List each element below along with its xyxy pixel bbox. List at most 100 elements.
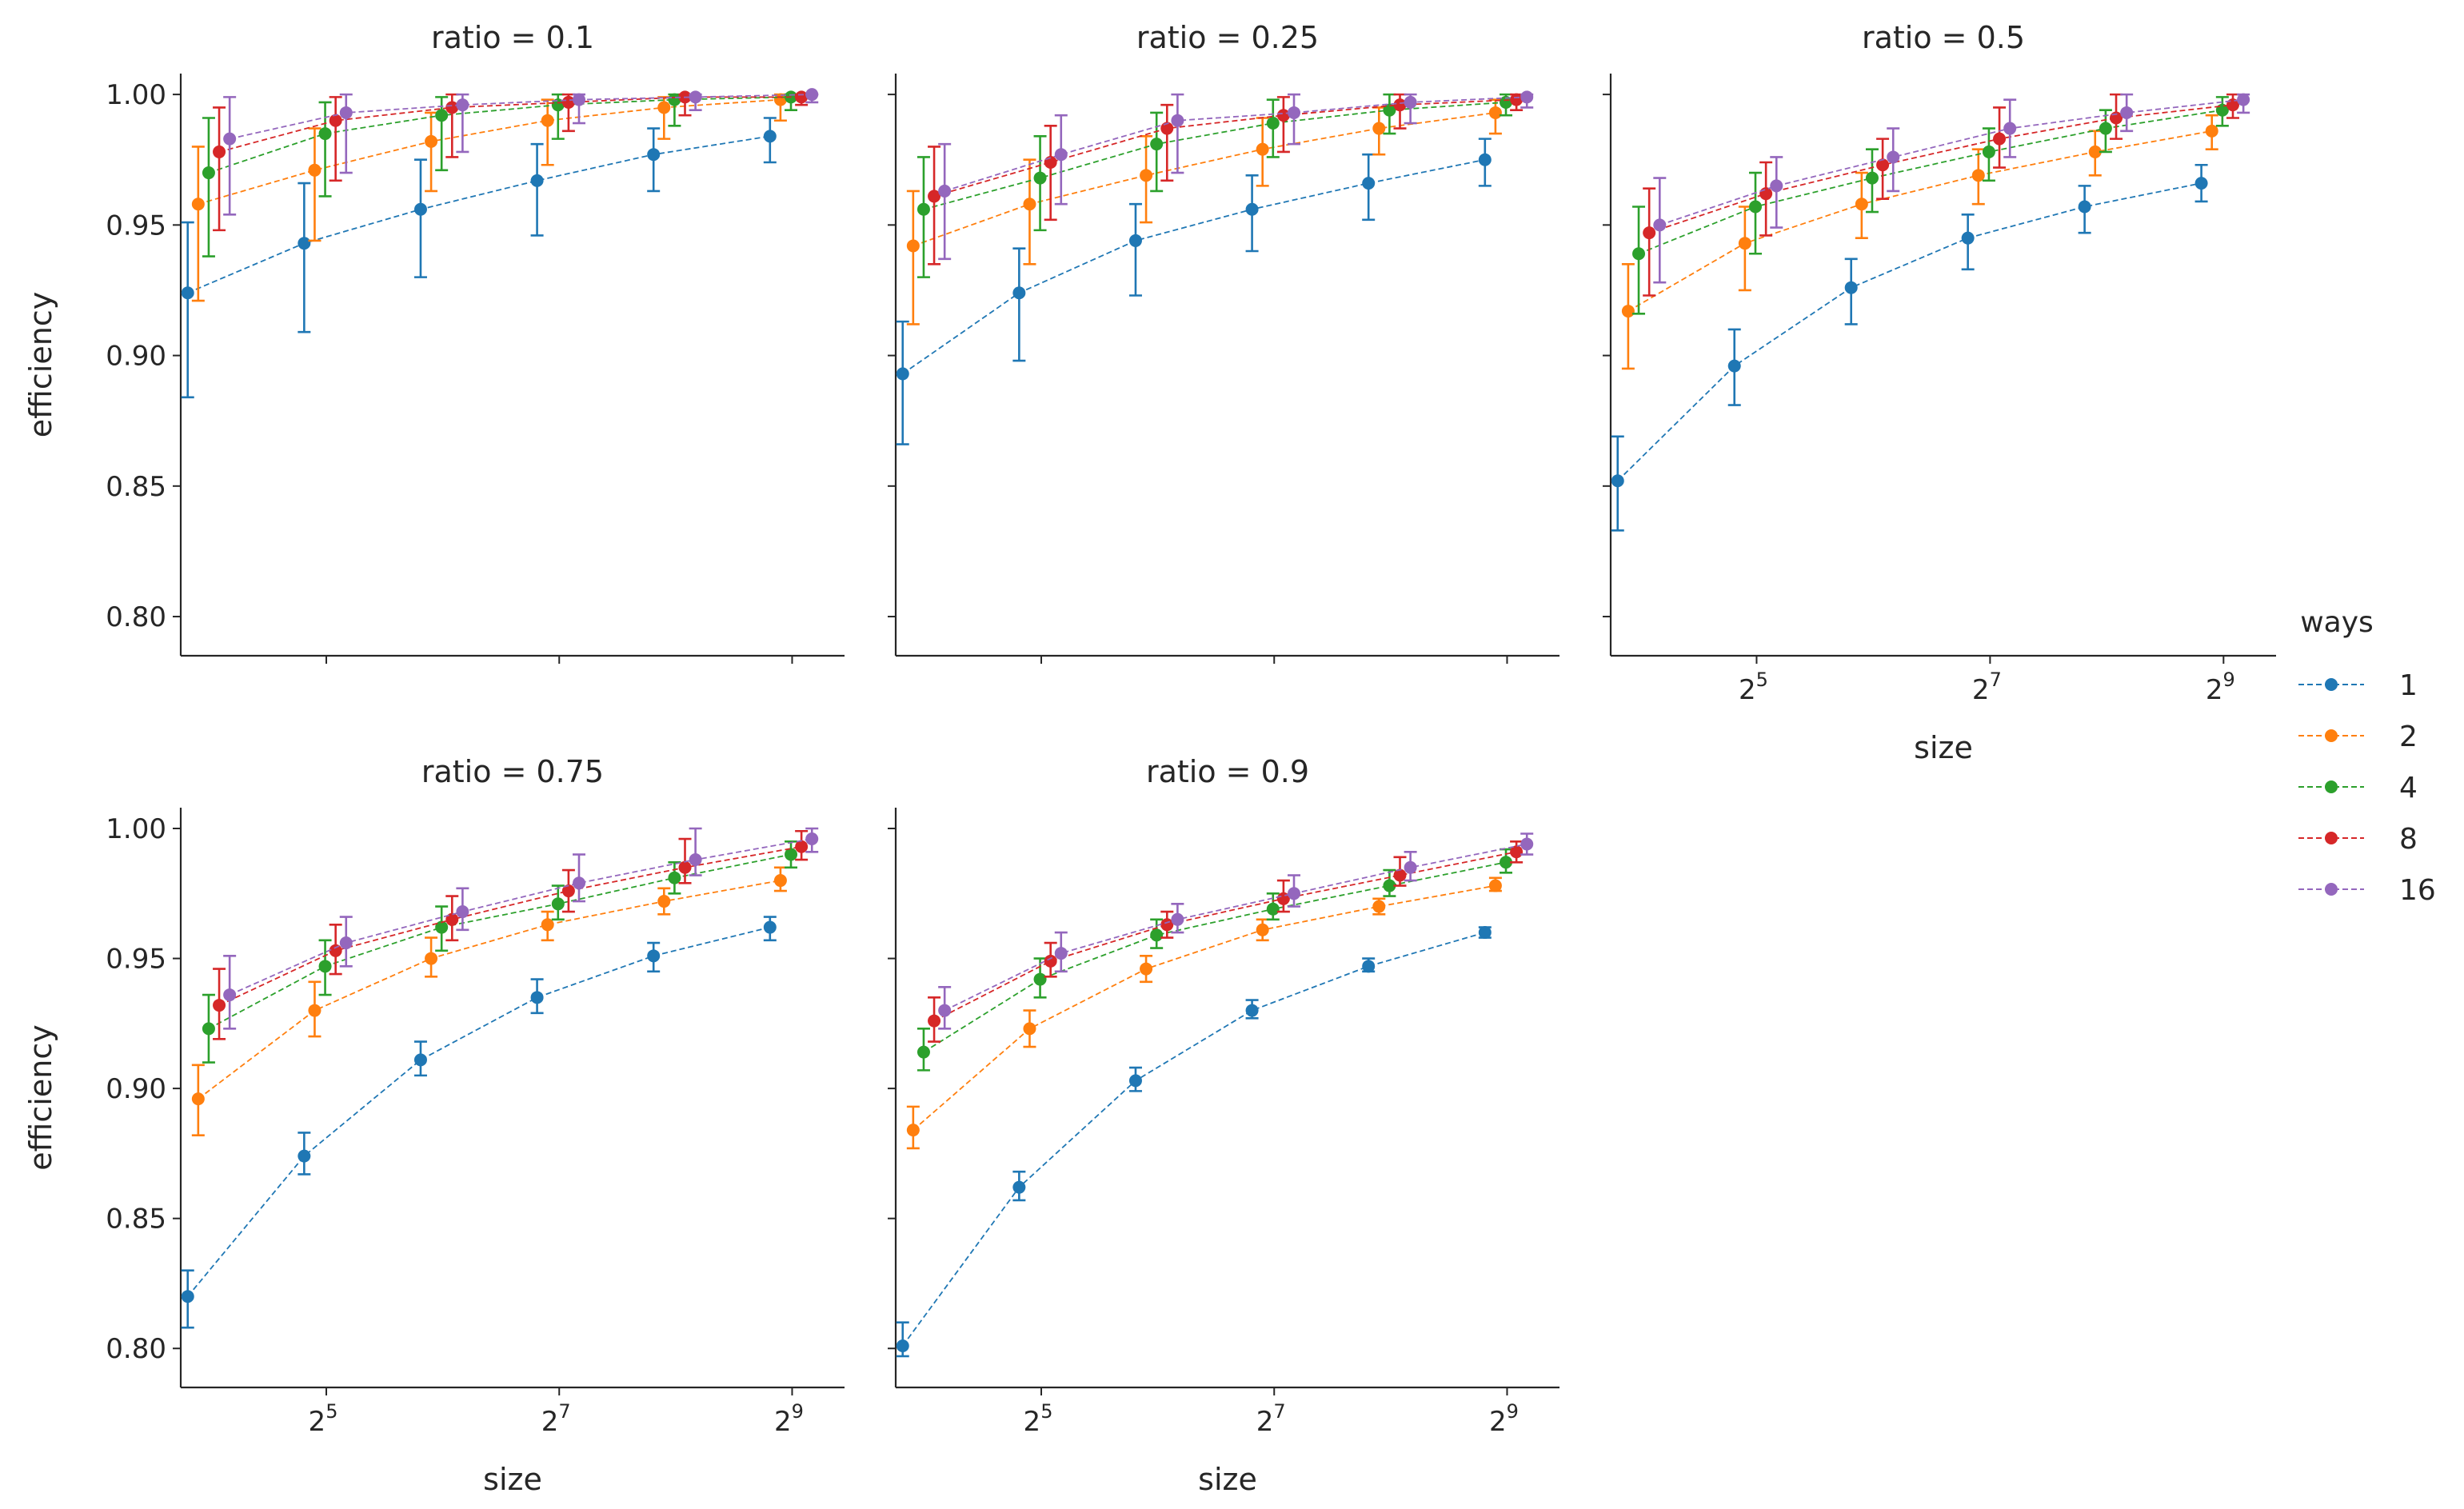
- data-point: [202, 1022, 215, 1036]
- series-ways-2: [191, 93, 787, 302]
- data-point: [668, 93, 681, 106]
- series-line: [913, 112, 1496, 247]
- data-point: [561, 884, 575, 898]
- series-line: [218, 845, 802, 1006]
- data-point: [668, 871, 681, 884]
- data-point: [1033, 972, 1047, 986]
- legend-item-4: 4: [2298, 772, 2418, 804]
- data-point: [191, 198, 205, 211]
- data-point: [1054, 947, 1068, 960]
- series-line: [933, 98, 1517, 198]
- series-line: [1638, 109, 2222, 255]
- series-line: [1617, 182, 2202, 481]
- series-ways-1: [896, 926, 1492, 1358]
- series-ways-4: [202, 840, 798, 1064]
- legend-label: 16: [2399, 874, 2436, 907]
- data-point: [1500, 95, 1513, 109]
- data-point: [435, 920, 449, 934]
- series-line: [198, 880, 781, 1100]
- data-point: [1488, 106, 1502, 119]
- data-point: [689, 853, 702, 867]
- x-axis-label: size: [1914, 730, 1973, 765]
- data-point: [1288, 887, 1300, 900]
- y-tick-label: 0.95: [106, 210, 166, 242]
- data-point: [647, 949, 661, 963]
- data-point: [1044, 954, 1057, 968]
- series-line: [923, 102, 1507, 210]
- x-tick-label: 27: [1256, 1400, 1286, 1438]
- data-point: [298, 1149, 311, 1163]
- data-point: [339, 936, 353, 950]
- data-point: [339, 106, 353, 119]
- data-point: [413, 1053, 427, 1067]
- data-point: [223, 132, 237, 146]
- data-point: [795, 840, 809, 853]
- data-point: [938, 1004, 952, 1017]
- series-ways-16: [1653, 93, 2250, 284]
- data-point: [1012, 286, 1026, 300]
- x-axis-label: size: [1198, 1462, 1257, 1497]
- data-point: [1362, 960, 1376, 973]
- data-point: [551, 98, 565, 112]
- data-point: [1865, 171, 1879, 185]
- data-point: [1727, 359, 1741, 373]
- data-point: [318, 127, 332, 141]
- panel-title: ratio = 0.1: [431, 20, 594, 55]
- series-ways-1: [181, 916, 777, 1329]
- series-ways-2: [191, 866, 787, 1136]
- data-point: [2237, 93, 2250, 106]
- data-point: [785, 848, 798, 861]
- series-ways-16: [938, 90, 1534, 261]
- data-point: [213, 145, 226, 158]
- data-point: [657, 895, 671, 908]
- y-tick-label: 1.00: [106, 813, 166, 845]
- data-point: [329, 944, 342, 957]
- y-tick-label: 0.90: [106, 1073, 166, 1105]
- data-point: [1383, 879, 1396, 892]
- data-point: [541, 918, 554, 932]
- legend-item-1: 1: [2298, 669, 2418, 702]
- series-line: [902, 932, 1486, 1347]
- series-line: [1659, 98, 2244, 226]
- data-point: [530, 991, 544, 1004]
- y-tick-label: 0.85: [106, 1204, 166, 1236]
- data-point: [657, 101, 671, 114]
- data-point: [1738, 237, 1751, 250]
- data-point: [896, 1339, 909, 1352]
- x-tick-label: 29: [2206, 669, 2235, 706]
- panel-title: ratio = 0.5: [1862, 20, 2025, 55]
- panel-title: ratio = 0.25: [1136, 20, 1319, 55]
- data-point: [413, 202, 427, 216]
- series-line: [944, 843, 1528, 1012]
- y-tick-label: 1.00: [106, 79, 166, 111]
- data-point: [530, 174, 544, 187]
- y-tick-label: 0.80: [106, 601, 166, 633]
- legend-title: ways: [2300, 606, 2374, 639]
- legend-item-2: 2: [2298, 721, 2418, 753]
- data-point: [1150, 138, 1164, 151]
- data-point: [573, 93, 585, 106]
- x-tick-label: 27: [541, 1400, 571, 1438]
- data-point: [896, 367, 909, 381]
- legend-label: 1: [2399, 669, 2418, 702]
- data-point: [2194, 177, 2208, 190]
- series-ways-1: [896, 138, 1492, 445]
- data-point: [795, 90, 809, 104]
- legend-label: 8: [2399, 823, 2418, 856]
- data-point: [1404, 95, 1417, 109]
- data-point: [551, 897, 565, 911]
- y-tick-label: 0.90: [106, 341, 166, 373]
- legend-item-8: 8: [2298, 823, 2418, 856]
- data-point: [456, 905, 469, 919]
- panel-title: ratio = 0.9: [1146, 754, 1309, 789]
- legend-label: 2: [2399, 721, 2418, 753]
- data-point: [1150, 928, 1164, 942]
- series-ways-8: [928, 840, 1524, 1043]
- y-axis-label: efficiency: [23, 292, 58, 437]
- series-ways-4: [917, 93, 1513, 278]
- y-axis-label: efficiency: [23, 1024, 58, 1170]
- data-point: [1372, 900, 1386, 913]
- data-point: [689, 90, 702, 104]
- data-point: [1887, 150, 1900, 164]
